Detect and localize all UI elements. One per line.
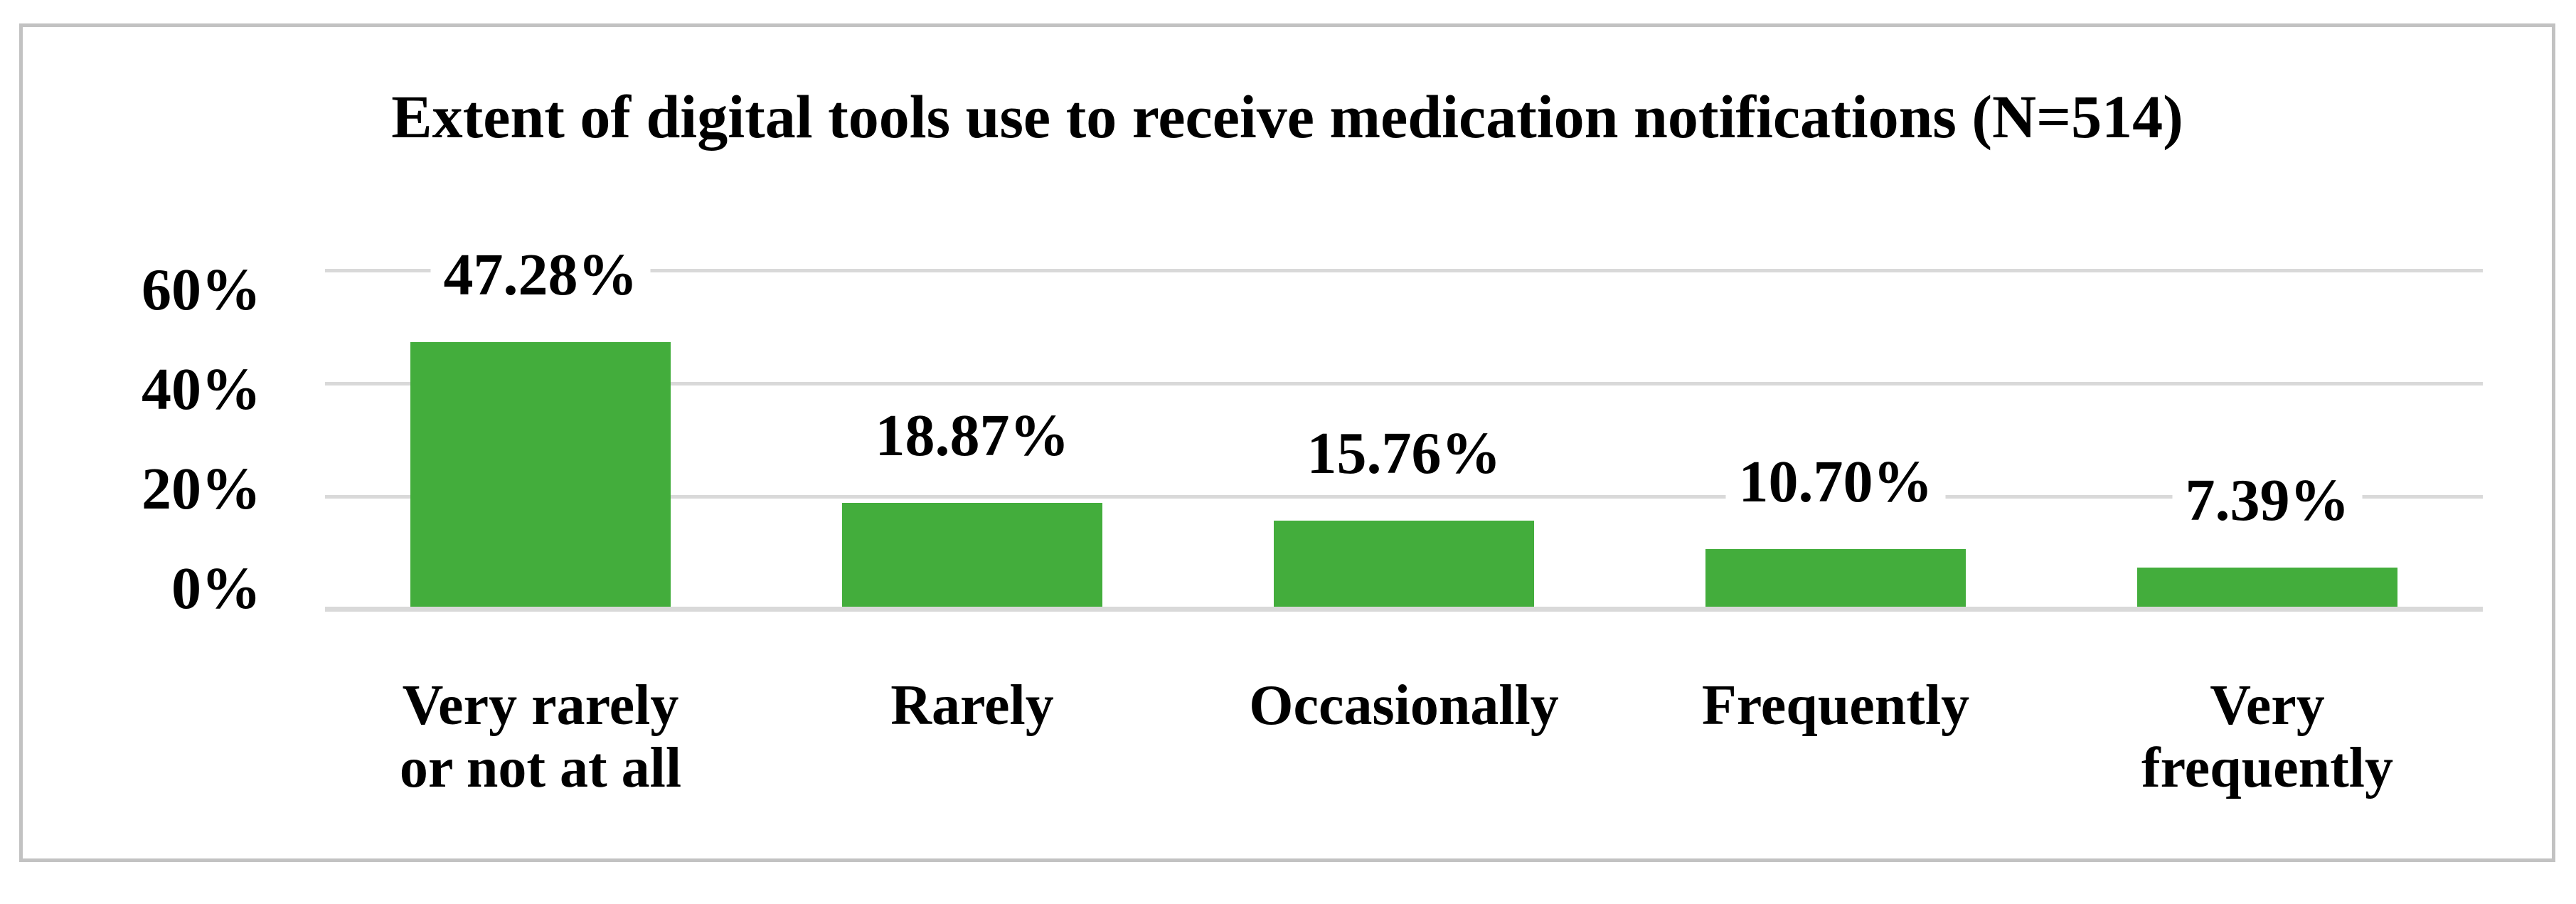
x-axis: Very rarely or not at all Rarely Occasiona… (325, 27, 2483, 858)
category-label-4: Frequently (1701, 674, 1970, 737)
x-axis-line (325, 607, 2483, 612)
chart-title: Extent of digital tools use to receive m… (391, 83, 2183, 151)
plot-area: 47.28% 18.87% 15.76% 10.70% 7.39% (325, 27, 2483, 612)
category-label-5: Very frequently (2141, 674, 2394, 799)
category-label-1: Very rarely or not at all (399, 674, 682, 799)
gridline-20pct (325, 495, 2483, 499)
gridline-40pct (325, 382, 2483, 385)
y-tick-label-20pct: 20% (142, 456, 261, 522)
bar-4 (1705, 549, 1966, 610)
bar-value-label-4: 10.70% (1725, 448, 1946, 516)
bar-2 (842, 503, 1102, 610)
bar-3 (1274, 521, 1534, 610)
bar-1 (410, 342, 671, 610)
bar-value-label-2: 18.87% (862, 402, 1082, 470)
category-label-3: Occasionally (1249, 674, 1559, 737)
chart-figure: Extent of digital tools use to receive m… (19, 23, 2555, 862)
y-tick-label-60pct: 60% (142, 257, 261, 323)
bar-5 (2137, 568, 2397, 610)
y-tick-label-40pct: 40% (142, 356, 261, 422)
gridline-60pct (325, 269, 2483, 272)
y-tick-label-0pct: 0% (171, 555, 261, 622)
bar-value-label-5: 7.39% (2172, 467, 2363, 535)
bar-value-label-1: 47.28% (430, 241, 651, 309)
category-label-2: Rarely (890, 674, 1054, 737)
y-axis: 60% 40% 20% 0% (23, 27, 325, 858)
bar-value-label-3: 15.76% (1294, 420, 1514, 488)
